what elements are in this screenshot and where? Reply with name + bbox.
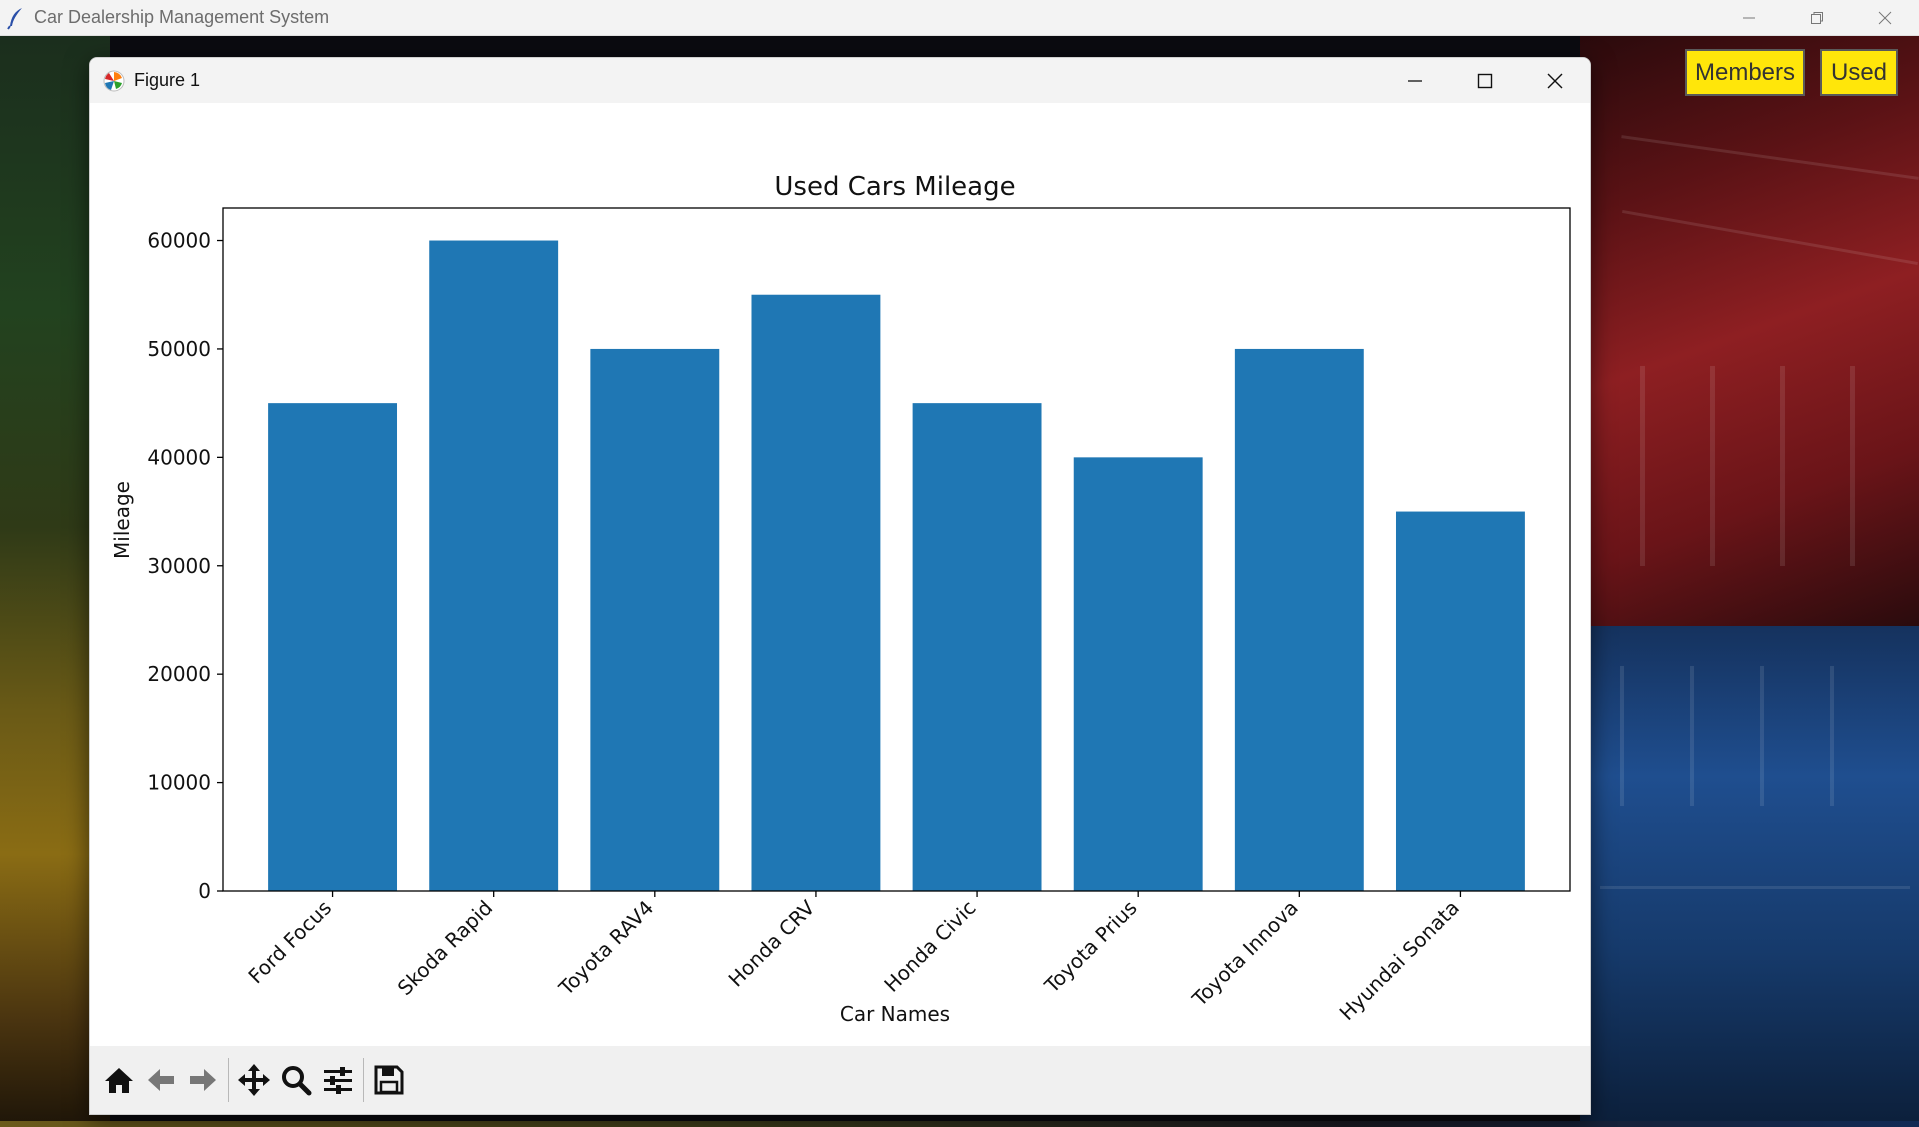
- minimize-icon: [1743, 17, 1755, 19]
- maximize-icon: [1477, 73, 1493, 88]
- y-tick-label: 50000: [147, 337, 211, 361]
- bar-honda-crv: [751, 294, 881, 891]
- bar-toyota-prius: [1073, 457, 1203, 891]
- forward-button[interactable]: [182, 1055, 224, 1105]
- bar-hyundai-sonata: [1395, 511, 1525, 891]
- toolbar-separator: [363, 1058, 364, 1102]
- figure-window: Figure 1 Used Cars Mileage 0 10000 20000 30…: [89, 57, 1591, 1115]
- app-close-button[interactable]: [1851, 0, 1919, 36]
- forward-icon: [190, 1069, 216, 1091]
- back-button[interactable]: [140, 1055, 182, 1105]
- configure-subplots-button[interactable]: [317, 1055, 359, 1105]
- home-icon: [105, 1068, 133, 1093]
- bar-ford-focus: [268, 403, 398, 891]
- minimize-icon: [1408, 79, 1422, 82]
- x-tick-label: Toyota RAV4: [553, 896, 658, 1001]
- app-minimize-button[interactable]: [1715, 0, 1783, 36]
- x-tick-label: Ford Focus: [243, 896, 336, 989]
- x-tick-label: Hyundai Sonata: [1335, 896, 1464, 1025]
- navigation-toolbar: [90, 1046, 1590, 1114]
- save-button[interactable]: [368, 1055, 410, 1105]
- y-tick-label: 20000: [147, 662, 211, 686]
- bar-honda-civic: [912, 403, 1042, 891]
- chart-title: Used Cars Mileage: [774, 172, 1015, 202]
- app-restore-button[interactable]: [1783, 0, 1851, 36]
- background-showroom-red: [1580, 36, 1919, 626]
- bars-group: [268, 240, 1525, 891]
- y-tick-label: 10000: [147, 771, 211, 795]
- x-axis-label: Car Names: [840, 1002, 950, 1026]
- bar-chart: Used Cars Mileage 0 10000 20000 30000 40000 5…: [110, 172, 1571, 1026]
- figure-window-controls: [1380, 58, 1590, 103]
- y-tick-label: 40000: [147, 445, 211, 469]
- y-tick-label: 60000: [147, 229, 211, 253]
- background-showroom-blue: [1580, 626, 1919, 1127]
- pan-icon: [238, 1064, 270, 1096]
- bar-skoda-rapid: [429, 240, 559, 891]
- zoom-button[interactable]: [275, 1055, 317, 1105]
- x-tick-label: Honda CRV: [724, 895, 820, 991]
- members-button[interactable]: Members: [1685, 49, 1805, 96]
- app-title: Car Dealership Management System: [34, 7, 330, 27]
- configure-subplots-icon: [324, 1067, 352, 1094]
- figure-title: Figure 1: [134, 70, 201, 90]
- figure-titlebar: Figure 1: [90, 58, 1590, 103]
- save-icon: [374, 1065, 404, 1095]
- x-tick-label: Honda Civic: [879, 896, 980, 997]
- y-tick-label: 0: [198, 879, 211, 903]
- app-window-controls: [1715, 0, 1919, 36]
- background-bottom-strip: [0, 1121, 1919, 1127]
- zoom-icon: [282, 1066, 312, 1096]
- app-titlebar: Car Dealership Management System: [0, 0, 1919, 36]
- matplotlib-icon: [103, 70, 125, 91]
- close-icon: [1878, 11, 1892, 25]
- x-tick-label: Skoda Rapid: [393, 896, 497, 1000]
- pan-button[interactable]: [233, 1055, 275, 1105]
- y-axis: 0 10000 20000 30000 40000 50000 60000: [147, 229, 223, 903]
- figure-close-button[interactable]: [1520, 58, 1590, 103]
- restore-icon: [1811, 12, 1823, 24]
- bar-toyota-innova: [1234, 348, 1364, 891]
- home-button[interactable]: [98, 1055, 140, 1105]
- y-axis-label: Mileage: [110, 481, 134, 559]
- feather-icon: [7, 7, 22, 30]
- toolbar-separator: [228, 1058, 229, 1102]
- figure-maximize-button[interactable]: [1450, 58, 1520, 103]
- back-icon: [148, 1069, 174, 1091]
- figure-minimize-button[interactable]: [1380, 58, 1450, 103]
- bar-toyota-rav4: [590, 348, 720, 891]
- x-tick-label: Toyota Innova: [1187, 896, 1303, 1012]
- close-icon: [1547, 73, 1563, 88]
- axes-frame: [222, 207, 1571, 892]
- x-tick-label: Toyota Prius: [1039, 896, 1142, 999]
- y-tick-label: 30000: [147, 554, 211, 578]
- used-button[interactable]: Used: [1820, 49, 1898, 96]
